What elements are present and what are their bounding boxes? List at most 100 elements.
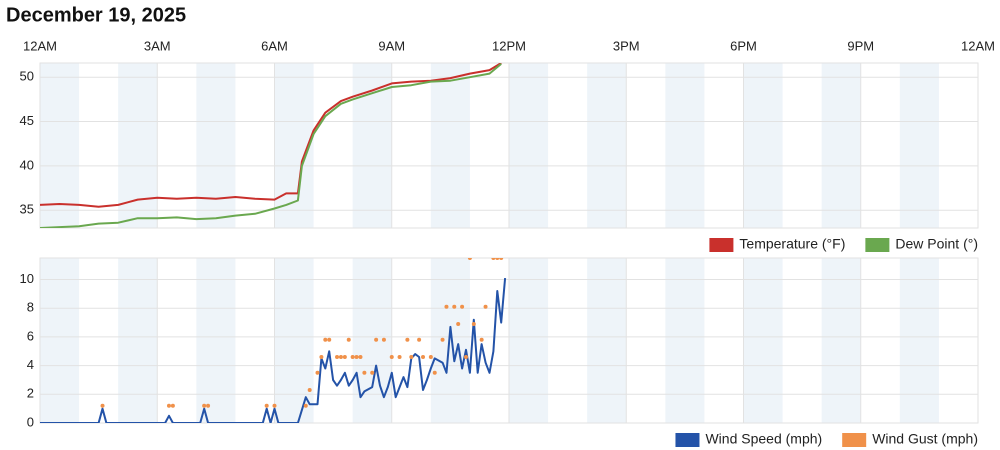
gust-dot xyxy=(370,370,375,375)
hour-band xyxy=(665,63,705,228)
legend-label: Wind Gust (mph) xyxy=(872,431,978,447)
hour-band xyxy=(665,258,705,423)
hour-band xyxy=(509,63,549,228)
gust-dot xyxy=(307,388,312,392)
gust-dot xyxy=(428,355,433,359)
y-tick-label: 0 xyxy=(27,414,34,429)
hour-band xyxy=(274,258,314,423)
gust-dot xyxy=(452,304,457,309)
gust-dot xyxy=(444,304,449,309)
gust-dot xyxy=(342,355,347,359)
gust-dot xyxy=(202,403,207,408)
gust-dot xyxy=(100,403,105,408)
gust-dot xyxy=(338,355,343,359)
hour-band xyxy=(196,63,236,228)
legend-label: Wind Speed (mph) xyxy=(705,431,822,447)
legend-swatch xyxy=(842,433,867,447)
gust-dot xyxy=(409,355,414,359)
x-tick-label: 3AM xyxy=(144,38,171,53)
gust-dot xyxy=(397,355,402,359)
gust-dot xyxy=(467,258,472,260)
gust-dot xyxy=(374,337,379,342)
x-tick-label: 12AM xyxy=(961,38,995,53)
gust-dot xyxy=(421,355,426,359)
page-title: December 19, 2025 xyxy=(6,4,186,26)
y-tick-label: 10 xyxy=(20,271,34,286)
y-tick-label: 4 xyxy=(27,357,34,372)
gust-dot xyxy=(358,355,363,359)
gust-dot xyxy=(362,370,367,375)
series-line xyxy=(40,278,507,423)
hour-band xyxy=(743,258,783,423)
legend-swatch xyxy=(675,433,700,447)
gust-dot xyxy=(206,403,211,408)
gust-dot xyxy=(272,403,277,408)
gust-dot xyxy=(440,337,445,342)
hour-band xyxy=(899,63,939,228)
gust-dot xyxy=(335,355,340,359)
x-tick-label: 3PM xyxy=(613,38,640,53)
gust-dot xyxy=(303,403,308,408)
x-tick-label: 6PM xyxy=(730,38,757,53)
gust-dot xyxy=(315,370,320,375)
gust-dot xyxy=(499,258,504,260)
legend-swatch xyxy=(709,238,734,252)
x-tick-label: 12PM xyxy=(492,38,526,53)
hour-band xyxy=(821,63,861,228)
gust-dot xyxy=(319,355,324,359)
legend-label: Dew Point (°) xyxy=(895,236,978,252)
gust-dot xyxy=(346,337,351,342)
x-tick-label: 9PM xyxy=(847,38,874,53)
y-tick-label: 35 xyxy=(20,202,34,217)
gust-dot xyxy=(471,322,476,326)
gust-dot xyxy=(460,304,465,309)
hour-band xyxy=(352,63,392,228)
y-tick-label: 40 xyxy=(20,157,34,172)
gust-dot xyxy=(166,403,171,408)
hour-band xyxy=(196,258,236,423)
hour-band xyxy=(430,63,470,228)
y-tick-label: 50 xyxy=(20,69,34,84)
hour-band xyxy=(118,258,158,423)
x-tick-label: 6AM xyxy=(261,38,288,53)
y-tick-label: 8 xyxy=(27,300,34,315)
gust-dot xyxy=(491,258,496,260)
x-tick-label: 12AM xyxy=(23,38,57,53)
hour-band xyxy=(743,63,783,228)
series-line xyxy=(40,63,502,228)
gust-dot xyxy=(350,355,355,359)
hour-band xyxy=(40,258,80,423)
x-tick-label: 9AM xyxy=(378,38,405,53)
gust-dot xyxy=(495,258,500,260)
gust-dot xyxy=(456,322,461,326)
gust-dot xyxy=(464,355,469,359)
gust-dot xyxy=(264,403,269,408)
y-tick-label: 2 xyxy=(27,386,34,401)
gust-dot xyxy=(417,337,422,342)
gust-dot xyxy=(170,403,175,408)
gust-dot xyxy=(389,355,394,359)
hour-band xyxy=(587,258,627,423)
gust-dot xyxy=(327,337,332,342)
hour-band xyxy=(587,63,627,228)
hour-band xyxy=(821,258,861,423)
gust-dot xyxy=(323,337,328,342)
y-tick-label: 45 xyxy=(20,113,34,128)
plot-area xyxy=(40,63,502,228)
legend-swatch xyxy=(865,238,890,252)
hour-band xyxy=(430,258,470,423)
hour-band xyxy=(40,63,80,228)
hour-band xyxy=(352,258,392,423)
hour-band xyxy=(899,258,939,423)
y-tick-label: 6 xyxy=(27,328,34,343)
gust-dot xyxy=(479,337,484,342)
legend-label: Temperature (°F) xyxy=(739,236,845,252)
series-line xyxy=(40,63,502,208)
gust-dot xyxy=(381,337,386,342)
hour-band xyxy=(509,258,549,423)
gust-dot xyxy=(354,355,359,359)
gust-dot xyxy=(405,337,410,342)
gust-dot xyxy=(483,304,488,309)
plot-area xyxy=(40,258,507,423)
